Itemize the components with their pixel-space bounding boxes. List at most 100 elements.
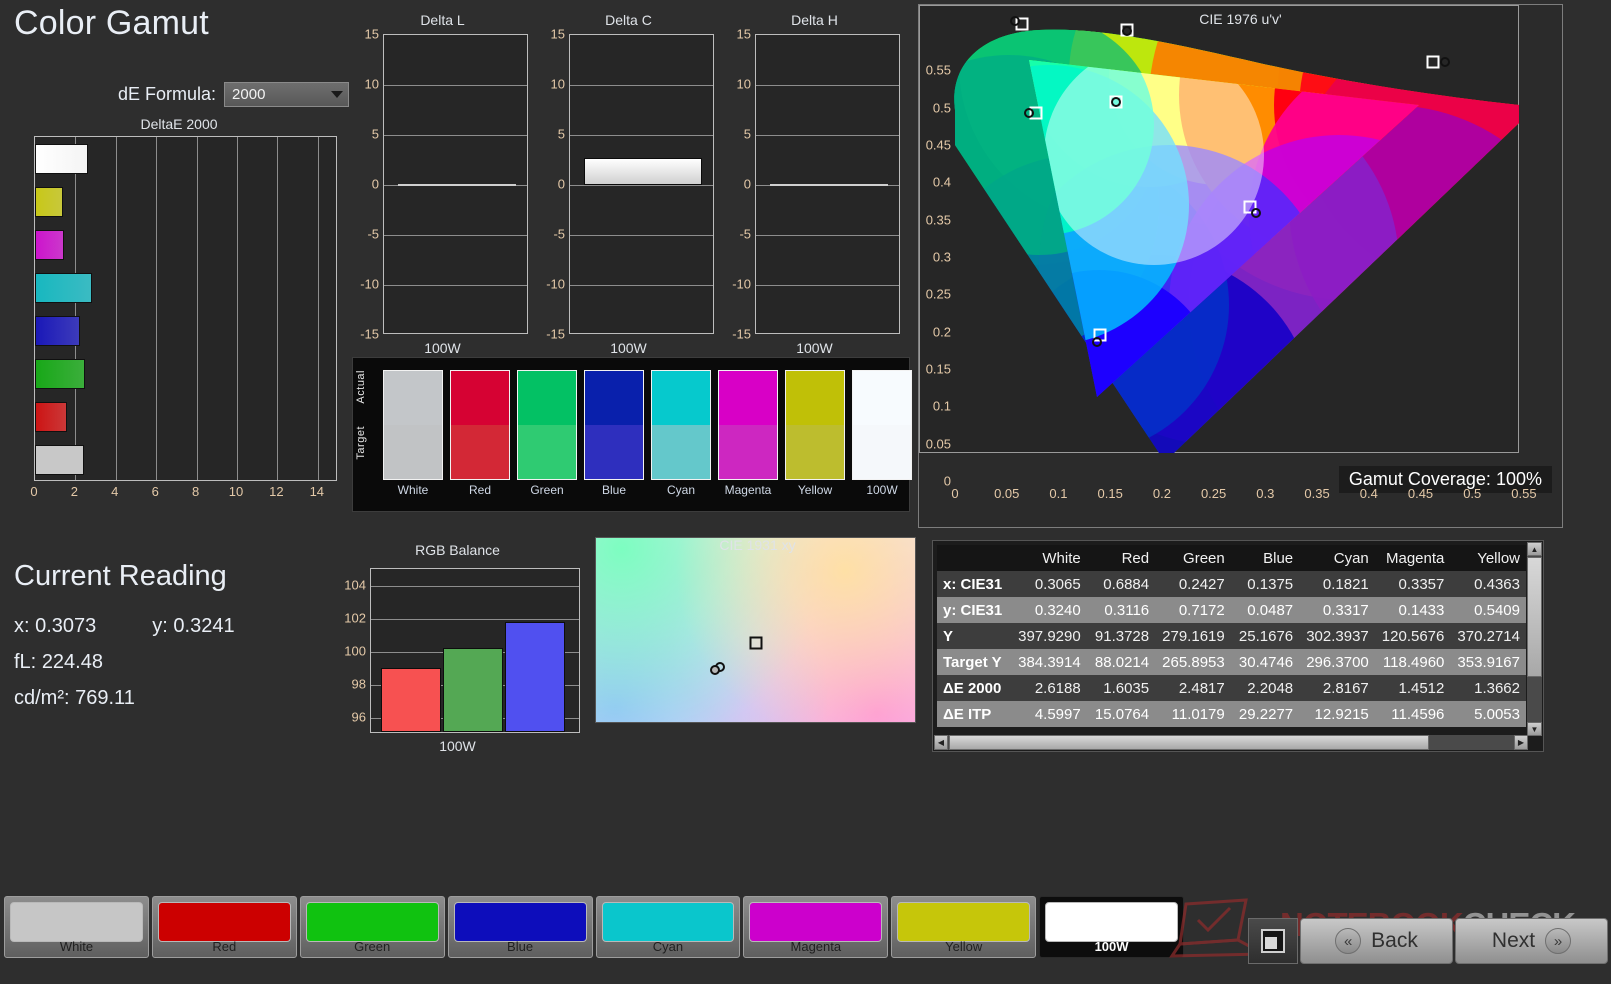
vertical-scroll-thumb[interactable]	[1527, 557, 1542, 677]
deltae-chart-title: DeltaE 2000	[140, 116, 218, 132]
table-row-label: ΔE ITP	[943, 705, 992, 723]
table-col-header: Green	[1155, 545, 1231, 571]
scroll-up-button[interactable]: ▲	[1527, 542, 1542, 556]
cie1976-marker-yellow-actual	[1121, 26, 1132, 37]
dh-bar	[770, 184, 888, 186]
dh-ytick: 0	[743, 176, 751, 192]
table-row: ΔE ITP 4.5997 15.0764 11.0179 29.2277 12.9215…	[937, 701, 1526, 727]
deltae-chart: DeltaE 2000 0 2 4 6 8 10 12 14	[14, 116, 344, 507]
cie1976-marker-magenta-target	[1243, 200, 1257, 214]
cie1976-ytick: 0.5	[932, 100, 951, 116]
patch-button-cyan[interactable]: Cyan	[595, 896, 741, 958]
color-patch-button-bar: White Red Green Blue Cyan Magenta Yellow 100W	[4, 896, 1184, 958]
table-header-row: White Red Green Blue Cyan Magenta Yellow	[937, 545, 1526, 571]
table-row: Y 397.9290 91.3728 279.1619 25.1676 302.3937 1…	[937, 623, 1526, 649]
table-cell: 0.2427	[1178, 575, 1225, 593]
gridline	[317, 137, 319, 480]
cie1976-xtick: 0.25	[1200, 486, 1227, 501]
cie1976-ytick: 0.55	[925, 62, 951, 78]
table-cell: 0.4363	[1474, 575, 1520, 593]
table-cell: 0.3317	[1322, 601, 1369, 619]
swatch-label-yellow: Yellow	[797, 483, 833, 497]
deltae-bar-cyan	[35, 272, 92, 303]
horizontal-scroll-thumb[interactable]	[949, 735, 1429, 750]
cie1976-xtick: 0.05	[994, 486, 1020, 501]
table-cell: 397.9290	[1018, 627, 1081, 645]
rgb-balance-plot-area	[370, 568, 580, 733]
dh-ytick: -15	[732, 326, 751, 342]
table-cell: 25.1676	[1238, 627, 1294, 645]
scroll-right-button[interactable]: ▶	[1514, 735, 1528, 750]
next-button[interactable]: Next »	[1455, 918, 1608, 964]
cie1976-plot-area: Gamut Coverage: 100%	[919, 5, 1552, 493]
patch-button-label: Cyan	[652, 939, 684, 954]
dl-bar	[398, 184, 516, 186]
swatch-actual	[585, 371, 643, 425]
patch-color-fill	[10, 902, 143, 942]
patch-button-red[interactable]: Red	[151, 896, 297, 958]
gridline	[756, 135, 899, 136]
patch-button-white[interactable]: White	[4, 896, 149, 958]
swatch-label-green: Green	[530, 483, 564, 497]
table-cell: 5.0053	[1474, 705, 1520, 723]
swatch-actual	[384, 371, 442, 425]
patch-button-label: Magenta	[790, 939, 842, 954]
table-cell: 30.4746	[1238, 653, 1294, 671]
patch-button-label: 100W	[1094, 939, 1129, 954]
delta-h-chart: Delta H 100W 15 10 5 0 -5 -10 -15	[727, 12, 902, 357]
patch-color-fill	[601, 902, 735, 942]
table-col-header: Cyan	[1299, 545, 1375, 571]
patch-button-green[interactable]: Green	[299, 896, 445, 958]
dh-ytick: -10	[732, 276, 751, 292]
table-vertical-scrollbar[interactable]: ▲ ▼	[1527, 542, 1542, 736]
table-horizontal-scrollbar[interactable]: ◀ ▶	[934, 735, 1528, 750]
gridline	[570, 85, 713, 86]
swatch-yellow	[785, 370, 845, 480]
thumbnail-toggle-button[interactable]	[1248, 918, 1298, 964]
back-button[interactable]: « Back	[1300, 918, 1453, 964]
table-row-label: Target Y	[943, 653, 1002, 671]
de-formula-value: 2000	[232, 86, 266, 103]
cie1976-xtick: 0.1	[1049, 486, 1068, 501]
cie1976-ytick: 0.4	[932, 174, 951, 190]
swatch-target	[585, 425, 643, 479]
dh-ytick: 15	[736, 26, 751, 42]
delta-h-plot-area	[755, 34, 900, 334]
reading-fl-label: fL:	[14, 651, 37, 673]
table-cell: 0.3240	[1034, 601, 1081, 619]
swatch-label-cyan: Cyan	[666, 483, 695, 497]
swatch-label-magenta: Magenta	[724, 483, 772, 497]
table-cell: 120.5676	[1381, 627, 1445, 645]
patch-button-yellow[interactable]: Yellow	[891, 896, 1037, 958]
deltae-xtick: 10	[228, 484, 244, 499]
deltae-plot-area	[34, 136, 337, 481]
scroll-left-button[interactable]: ◀	[934, 735, 948, 750]
deltae-xtick: 8	[191, 484, 200, 499]
reading-cd: cd/m²: 769.11	[14, 687, 334, 710]
deltae-bar-magenta	[35, 229, 65, 260]
patch-button-magenta[interactable]: Magenta	[743, 896, 889, 958]
dc-ytick: 0	[557, 176, 565, 192]
page-title: Color Gamut	[14, 4, 209, 42]
de-formula-select[interactable]: 2000	[224, 82, 350, 107]
table-cell: 2.2048	[1247, 679, 1294, 697]
table-cell: 0.1375	[1247, 575, 1294, 593]
rgb-bar-blue	[505, 621, 565, 732]
measurement-table-panel: White Red Green Blue Cyan Magenta Yellow x: CI…	[932, 540, 1544, 752]
color-swatch-strip: Actual Target White Red Green Blue Cyan Magen…	[352, 357, 912, 512]
scroll-down-button[interactable]: ▼	[1527, 722, 1542, 736]
patch-color-fill	[453, 902, 587, 942]
patch-button-blue[interactable]: Blue	[447, 896, 593, 958]
table: White Red Green Blue Cyan Magenta Yellow x: CI…	[937, 545, 1526, 727]
dc-ytick: 10	[550, 76, 565, 92]
table-cell: 15.0764	[1094, 705, 1150, 723]
patch-button-100w[interactable]: 100W	[1039, 896, 1184, 958]
dh-ytick: 5	[743, 126, 751, 142]
dh-ytick: 10	[736, 76, 751, 92]
swatch-label-red: Red	[468, 483, 491, 497]
gridline	[384, 85, 527, 86]
cie1976-marker-magenta-actual	[1251, 207, 1262, 218]
gridline	[115, 137, 117, 480]
table-cell: 0.3116	[1104, 601, 1150, 619]
table-cell: 0.6884	[1103, 575, 1150, 593]
